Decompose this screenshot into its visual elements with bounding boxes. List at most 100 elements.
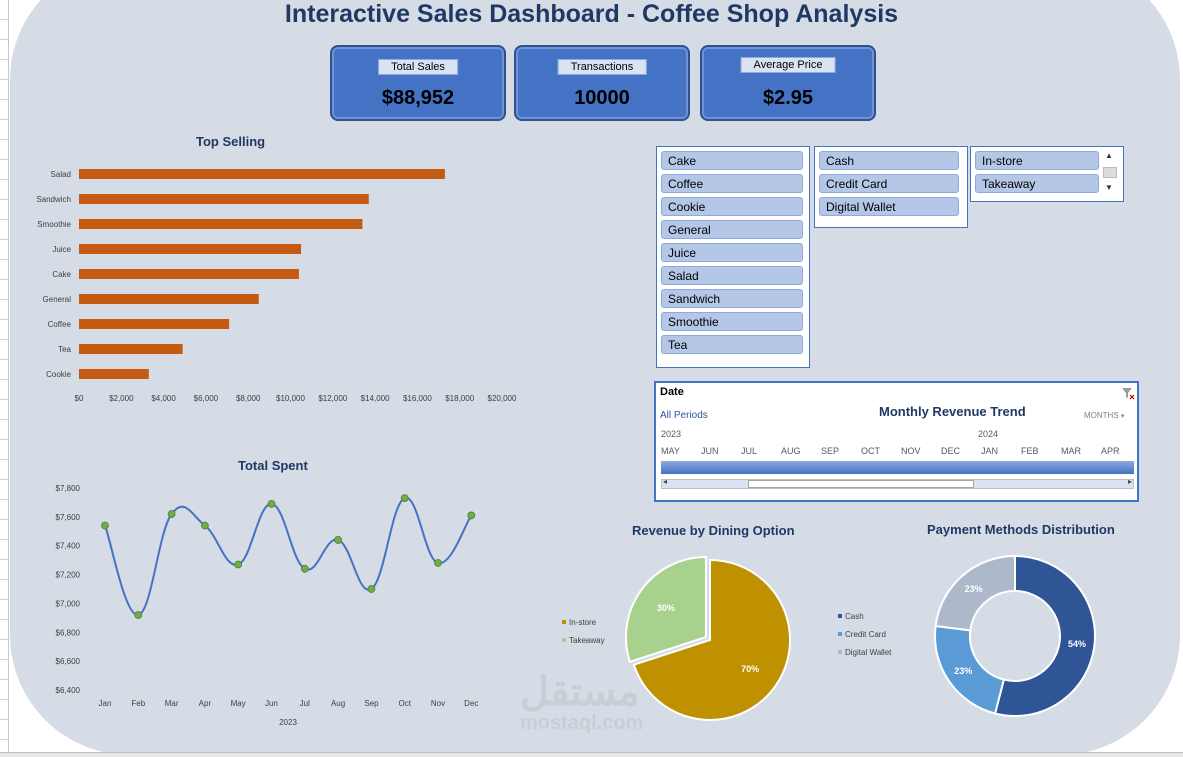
data-point: [400, 494, 409, 503]
category-label: Cookie: [46, 370, 71, 379]
legend-swatch: [838, 650, 842, 654]
timeline-scrollbar[interactable]: ◂ ▸: [661, 477, 1134, 489]
payment-slicer[interactable]: Cash Credit Card Digital Wallet: [814, 146, 968, 228]
data-label: 70%: [741, 664, 759, 674]
slicer-item-cookie[interactable]: Cookie: [661, 197, 803, 216]
data-point: [367, 585, 376, 593]
x-tick-label: Feb: [131, 699, 145, 708]
data-point: [200, 521, 209, 530]
x-tick-label: $2,000: [109, 394, 134, 403]
bar: [79, 344, 183, 354]
legend-swatch: [562, 638, 566, 642]
data-point: [134, 611, 143, 619]
category-label: Sandwich: [36, 195, 71, 204]
slicer-item-cash[interactable]: Cash: [819, 151, 959, 170]
x-tick-label: Apr: [199, 699, 212, 708]
slicer-item-digital-wallet[interactable]: Digital Wallet: [819, 197, 959, 216]
slicer-item-sandwich[interactable]: Sandwich: [661, 289, 803, 308]
timeline-month-label[interactable]: FEB: [1021, 446, 1039, 456]
x-tick-label: $12,000: [318, 394, 347, 403]
watermark-arabic: مستقل: [520, 670, 640, 714]
timeline-month-label[interactable]: NOV: [901, 446, 921, 456]
x-tick-label: $16,000: [403, 394, 432, 403]
slicer-item-smoothie[interactable]: Smoothie: [661, 312, 803, 331]
y-tick-label: $6,800: [56, 628, 81, 637]
data-label: 54%: [1068, 639, 1086, 649]
chevron-down-icon: ▾: [1120, 413, 1125, 420]
slice: [993, 554, 1096, 717]
clear-filter-icon[interactable]: [1121, 386, 1135, 400]
timeline-month-label[interactable]: MAR: [1061, 446, 1081, 456]
bar: [79, 194, 369, 204]
slicer-item-juice[interactable]: Juice: [661, 243, 803, 262]
slicer-item-tea[interactable]: Tea: [661, 335, 803, 354]
timeline-title: Monthly Revenue Trend: [879, 404, 1026, 419]
legend-swatch: [838, 614, 842, 618]
slicer-item-coffee[interactable]: Coffee: [661, 174, 803, 193]
kpi-transactions[interactable]: Transactions 10000: [514, 45, 690, 121]
slice: [632, 558, 791, 721]
slicer-item-salad[interactable]: Salad: [661, 266, 803, 285]
date-timeline[interactable]: Date All Periods Monthly Revenue Trend M…: [654, 381, 1139, 502]
dashboard-title: Interactive Sales Dashboard - Coffee Sho…: [284, 0, 899, 28]
slicer-item-general[interactable]: General: [661, 220, 803, 239]
spreadsheet-row-headers: [0, 0, 9, 757]
x-tick-label: Jun: [265, 699, 278, 708]
bar: [79, 169, 445, 179]
x-tick-label: $10,000: [276, 394, 305, 403]
kpi-value: 10000: [574, 87, 630, 109]
y-tick-label: $7,200: [56, 571, 81, 580]
bar: [79, 244, 302, 254]
timeline-month-label[interactable]: JAN: [981, 446, 999, 456]
timeline-month-label[interactable]: JUN: [701, 446, 719, 456]
dashboard-canvas: [10, 0, 1180, 755]
data-label: 30%: [657, 603, 675, 613]
y-tick-label: $6,400: [56, 686, 81, 695]
scrollbar-thumb[interactable]: [1103, 167, 1117, 178]
scrollbar-thumb[interactable]: [748, 480, 974, 488]
timeline-selected-range[interactable]: [661, 461, 1134, 474]
slicer-item-credit-card[interactable]: Credit Card: [819, 174, 959, 193]
x-tick-label: $4,000: [151, 394, 176, 403]
timeline-month-label[interactable]: MAY: [661, 446, 680, 456]
data-point: [267, 499, 276, 508]
dining-pie-title: Revenue by Dining Option: [632, 523, 795, 538]
bar: [79, 319, 230, 329]
x-tick-label: Mar: [165, 699, 179, 708]
slicer-item-cake[interactable]: Cake: [661, 151, 803, 170]
kpi-average-price[interactable]: Average Price $2.95: [700, 45, 876, 121]
category-label: General: [43, 295, 72, 304]
slicer-item-in-store[interactable]: In-store: [975, 151, 1099, 170]
slice: [625, 556, 707, 664]
x-tick-label: May: [231, 699, 246, 708]
product-slicer[interactable]: Cake Coffee Cookie General Juice Salad Sandwic…: [656, 146, 810, 368]
dining-slicer[interactable]: ▲ ▼ In-store Takeaway: [970, 146, 1124, 202]
y-tick-label: $7,000: [56, 599, 81, 608]
kpi-total-sales[interactable]: Total Sales $88,952: [330, 45, 506, 121]
top-selling-bar-chart: Salad Sandwich Smoothie Juice Cake General Cof…: [36, 169, 517, 403]
legend-swatch: [562, 620, 566, 624]
payment-donut-chart: 54% 23% 23% Cash Credit Card Digital Wallet: [838, 554, 1096, 717]
scroll-left-icon[interactable]: ◂: [663, 477, 668, 486]
data-point: [101, 521, 109, 530]
top-selling-title: Top Selling: [196, 134, 266, 149]
timeline-month-label[interactable]: OCT: [861, 446, 880, 456]
timeline-level-select[interactable]: MONTHS ▾: [1084, 411, 1124, 420]
y-tick-label: $7,800: [56, 484, 81, 493]
all-periods-label: All Periods: [660, 410, 708, 421]
category-label: Tea: [58, 345, 71, 354]
timeline-month-label[interactable]: APR: [1101, 446, 1120, 456]
legend-label: In-store: [569, 618, 597, 627]
scroll-right-icon[interactable]: ▸: [1127, 477, 1132, 486]
legend-swatch: [838, 632, 842, 636]
legend-label: Cash: [845, 612, 864, 621]
timeline-month-label[interactable]: JUL: [741, 446, 758, 456]
scroll-down-icon[interactable]: ▼: [1105, 183, 1113, 192]
timeline-month-label[interactable]: SEP: [821, 446, 840, 456]
x-tick-label: $18,000: [445, 394, 474, 403]
timeline-month-label[interactable]: DEC: [941, 446, 961, 456]
x-tick-label: Oct: [398, 699, 411, 708]
scroll-up-icon[interactable]: ▲: [1105, 151, 1113, 160]
slicer-item-takeaway[interactable]: Takeaway: [975, 174, 1099, 193]
timeline-month-label[interactable]: AUG: [781, 446, 801, 456]
